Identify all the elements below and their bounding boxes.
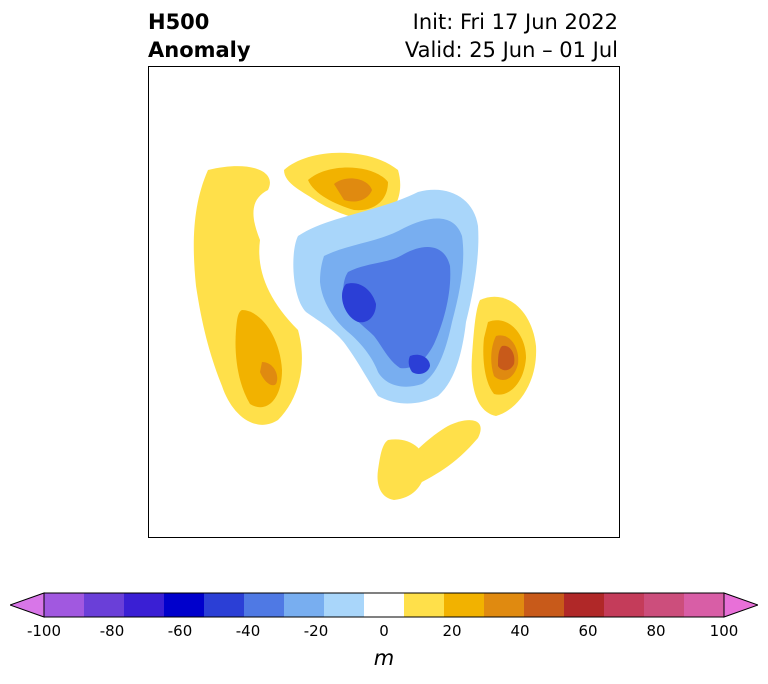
title-right: Init: Fri 17 Jun 2022 Valid: 25 Jun – 01… <box>405 8 618 64</box>
colorbar-swatch <box>644 593 685 617</box>
colorbar-tick-label: -100 <box>26 622 62 640</box>
colorbar-swatch <box>124 593 165 617</box>
colorbar-swatch <box>484 593 525 617</box>
negative-anomaly-arctic <box>293 189 479 404</box>
colorbar-swatch <box>364 593 405 617</box>
colorbar-swatch <box>404 593 445 617</box>
colorbar-swatch <box>284 593 325 617</box>
colorbar-tick-label: 20 <box>442 622 462 640</box>
colorbar-tick-label: -80 <box>99 622 125 640</box>
colorbar-tick-label: 80 <box>646 622 666 640</box>
colorbar-swatch <box>324 593 365 617</box>
colorbar-ticks: -100 -80 -60 -40 -20 0 20 40 60 80 100 <box>0 622 768 642</box>
colorbar-swatch <box>84 593 125 617</box>
colorbar-swatch <box>44 593 85 617</box>
field-title: Anomaly <box>148 38 251 62</box>
colorbar-border <box>43 592 725 618</box>
colorbar-tick-label: 60 <box>578 622 598 640</box>
colorbar-swatch <box>524 593 565 617</box>
colorbar-tick-label: -60 <box>167 622 193 640</box>
colorbar-tick-label: -40 <box>235 622 261 640</box>
colorbar-tick-label: 40 <box>510 622 530 640</box>
colorbar-swatch <box>564 593 605 617</box>
valid-range: Valid: 25 Jun – 01 Jul <box>404 38 618 62</box>
positive-anomaly-west-coast <box>193 166 302 425</box>
map-frame <box>148 66 620 538</box>
colorbar-swatch <box>244 593 285 617</box>
colorbar-swatch <box>604 593 645 617</box>
colorbar-tick-label: -20 <box>303 622 329 640</box>
positive-anomaly-greenland <box>284 152 401 222</box>
anomaly-map <box>148 66 620 538</box>
positive-anomaly-east-us <box>377 439 427 500</box>
colorbar-max-arrow <box>723 592 758 618</box>
colorbar-swatch <box>444 593 485 617</box>
colorbar-min-arrow <box>10 592 45 618</box>
variable-title: H500 <box>148 10 210 34</box>
colorbar-tick-label: 0 <box>379 622 389 640</box>
colorbar-swatch <box>204 593 245 617</box>
colorbar <box>10 592 758 618</box>
colorbar-swatch <box>164 593 205 617</box>
title-left: H500 Anomaly <box>148 8 251 64</box>
colorbar-unit: m <box>373 646 395 670</box>
colorbar-tick-label: 100 <box>709 622 739 640</box>
init-date: Init: Fri 17 Jun 2022 <box>412 10 618 34</box>
positive-anomaly-europe <box>393 296 537 490</box>
colorbar-swatch <box>684 593 725 617</box>
